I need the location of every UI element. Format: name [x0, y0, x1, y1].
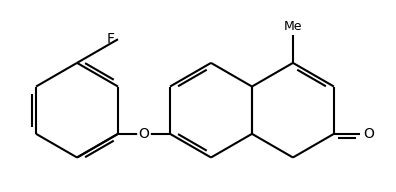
Text: F: F — [106, 32, 114, 46]
Text: Me: Me — [284, 20, 302, 33]
Text: O: O — [364, 127, 375, 141]
Text: O: O — [139, 127, 149, 141]
